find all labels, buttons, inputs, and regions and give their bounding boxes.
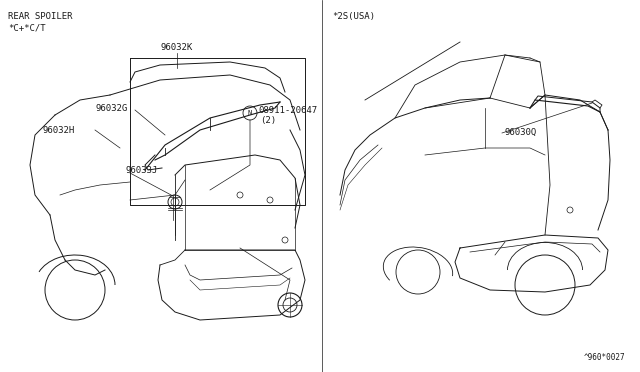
Text: 96032H: 96032H bbox=[42, 125, 74, 135]
Text: 08911-20647: 08911-20647 bbox=[258, 106, 317, 115]
Text: 96030Q: 96030Q bbox=[505, 128, 537, 137]
Text: 96032G: 96032G bbox=[95, 103, 127, 112]
Text: ^960*0027: ^960*0027 bbox=[584, 353, 625, 362]
Text: REAR SPOILER: REAR SPOILER bbox=[8, 12, 72, 21]
Text: (2): (2) bbox=[260, 115, 276, 125]
Text: *2S(USA): *2S(USA) bbox=[332, 12, 375, 21]
Text: 96032K: 96032K bbox=[161, 43, 193, 52]
Text: N: N bbox=[248, 110, 252, 116]
Text: *C+*C/T: *C+*C/T bbox=[8, 23, 45, 32]
Text: 96033J: 96033J bbox=[125, 166, 157, 174]
